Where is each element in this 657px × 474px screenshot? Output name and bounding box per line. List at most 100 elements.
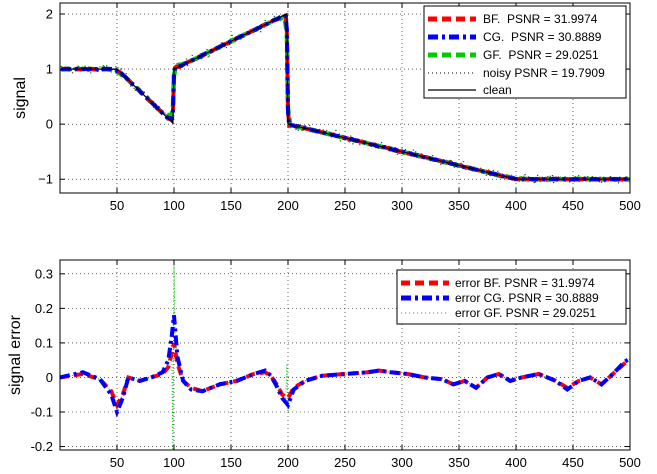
signal-y-tick-label: −1 [38, 172, 53, 187]
noisy-point [414, 151, 417, 153]
signal-plot: 50 100 150 200 250 300 350 400 450 500 −1 0 1 2 signa… [12, 2, 641, 213]
noisy-point [404, 148, 407, 151]
signal-error-x-tick-label: 50 [110, 455, 124, 470]
signal-x-tick-label: 50 [110, 198, 124, 213]
signal-y-tick-label: 2 [46, 7, 53, 22]
signal-error-legend: error BF. PSNR = 31.9974 error CG. PSNR … [396, 269, 627, 325]
signal-error-x-tick-label: 250 [334, 455, 356, 470]
signal-error-y-tick-label: 0.2 [35, 301, 53, 316]
signal-error-y-tick-label: 0.3 [35, 266, 53, 281]
signal-y-tick-label: 0 [46, 117, 53, 132]
noisy-point [191, 54, 193, 57]
noisy-point [523, 175, 525, 177]
noisy-point [297, 129, 299, 131]
noisy-point [396, 153, 399, 155]
signal-grid [60, 3, 631, 193]
signal-error-x-tick-label: 300 [391, 455, 413, 470]
noisy-point [106, 65, 108, 67]
signal-x-tick-label: 300 [391, 198, 413, 213]
series-clean [60, 13, 630, 180]
noisy-point [380, 141, 383, 144]
signal-x-tick-label: 200 [277, 198, 299, 213]
signal-x-tick-label: 150 [220, 198, 242, 213]
noisy-point [536, 174, 539, 177]
noisy-point [90, 72, 92, 74]
noisy-point [231, 34, 233, 37]
noisy-point [225, 46, 228, 49]
legend-label-clean: clean [483, 83, 512, 97]
signal-x-tick-label: 350 [448, 198, 470, 213]
noisy-point [552, 181, 555, 184]
noisy-point [207, 56, 209, 58]
noisy-point [412, 149, 415, 151]
noisy-point [208, 55, 211, 57]
legend-label-bf: BF. PSNR = 31.9974 [483, 12, 598, 26]
signal-x-tick-label: 450 [562, 198, 584, 213]
noisy-point [308, 124, 311, 127]
noisy-point [186, 64, 189, 67]
legend-label-gf: GF. PSNR = 29.0251 [483, 48, 599, 62]
noisy-point [462, 160, 465, 163]
noisy-point [335, 129, 337, 132]
noisy-point [533, 181, 535, 184]
noisy-point [352, 143, 354, 145]
noisy-point [164, 112, 166, 114]
signal-error-x-tick-label: 350 [448, 455, 470, 470]
noisy-point [117, 67, 119, 69]
series-error-cg [60, 315, 630, 418]
noisy-point [547, 175, 549, 178]
signal-error-x-tick-label: 200 [277, 455, 299, 470]
noisy-point [115, 66, 117, 68]
legend-label-error-gf: error GF. PSNR = 29.0251 [455, 306, 596, 320]
noisy-point [295, 128, 297, 131]
noisy-point [534, 181, 537, 183]
signal-ticks: 50 100 150 200 250 300 350 400 450 500 −1 0 1 2 [38, 3, 641, 213]
noisy-point [568, 181, 571, 183]
noisy-point [77, 65, 79, 67]
legend-label-cg: CG. PSNR = 30.8889 [483, 30, 602, 44]
noisy-point [70, 69, 73, 71]
signal-x-tick-label: 400 [505, 198, 527, 213]
noisy-point [120, 68, 123, 70]
noisy-point [99, 66, 101, 68]
noisy-point [551, 174, 554, 177]
noisy-point [401, 147, 403, 149]
noisy-point [359, 143, 361, 146]
signal-error-y-axis-label: signal error [7, 314, 24, 395]
legend-label-error-cg: error CG. PSNR = 30.8889 [455, 291, 599, 305]
noisy-point [485, 174, 488, 176]
noisy-point [450, 159, 452, 162]
noisy-point [71, 72, 74, 74]
noisy-point [165, 113, 167, 116]
noisy-point [273, 15, 276, 18]
signal-series [60, 12, 630, 184]
signal-error-x-tick-label: 150 [220, 455, 242, 470]
noisy-point [185, 58, 188, 60]
legend-label-noisy: noisy PSNR = 19.7909 [483, 66, 605, 80]
noisy-point [578, 175, 580, 177]
noisy-point [617, 182, 620, 184]
noisy-point [549, 175, 551, 178]
signal-error-plot: 50 100 150 200 250 300 350 400 450 500 -0.2 -0.1 0 0.… [7, 259, 641, 470]
noisy-point [524, 173, 526, 176]
signal-error-y-tick-label: 0.1 [35, 335, 53, 350]
signal-x-tick-label: 500 [619, 198, 641, 213]
signal-x-tick-label: 250 [334, 198, 356, 213]
noisy-point [206, 48, 208, 51]
signal-error-y-tick-label: -0.1 [31, 405, 53, 420]
noisy-point [492, 169, 494, 172]
noisy-point [432, 154, 434, 157]
noisy-point [440, 163, 442, 165]
signal-y-tick-label: 1 [46, 62, 53, 77]
noisy-point [326, 129, 328, 132]
signal-error-legend-box [396, 269, 627, 325]
signal-error-x-tick-label: 450 [562, 455, 584, 470]
noisy-point [304, 124, 306, 127]
signal-y-axis-label: signal [12, 77, 29, 119]
signal-error-x-tick-label: 500 [619, 455, 641, 470]
legend-label-error-bf: error BF. PSNR = 31.9974 [455, 276, 595, 290]
signal-x-tick-label: 100 [163, 198, 185, 213]
signal-error-series [60, 263, 630, 450]
noisy-point [102, 65, 105, 67]
